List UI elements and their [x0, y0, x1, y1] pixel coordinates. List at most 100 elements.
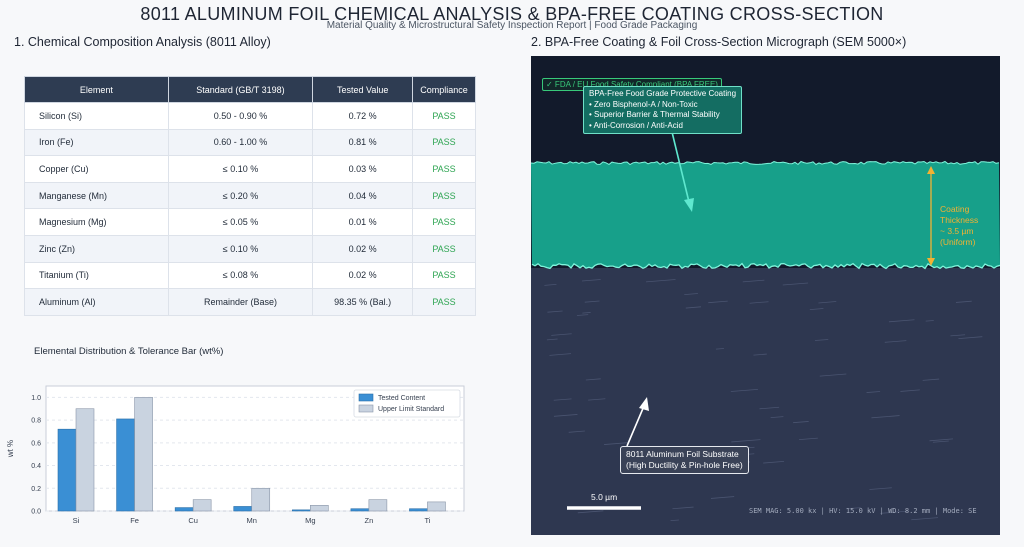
cell-standard: ≤ 0.20 % [167, 181, 314, 210]
table-row: Copper (Cu) ≤ 0.10 % 0.03 % PASS [24, 155, 476, 183]
y-tick-label: 0.8 [31, 418, 41, 425]
thickness-label-line: Coating Thickness [940, 204, 979, 225]
substrate-callout: 8011 Aluminum Foil Substrate (High Ducti… [620, 446, 749, 474]
bar-limit-fe [134, 397, 153, 512]
substrate-grain [551, 333, 572, 336]
cell-compliance: PASS [412, 234, 476, 263]
substrate-grain [900, 389, 920, 392]
legend-label: Upper Limit Standard [378, 406, 444, 413]
substrate-grain [547, 310, 563, 313]
bar-tested-cu [174, 507, 194, 512]
bar-tested-mn [233, 506, 253, 512]
substrate-grain [742, 279, 765, 283]
page-title: 8011 ALUMINUM FOIL CHEMICAL ANALYSIS & B… [140, 4, 884, 24]
substrate-grain [955, 300, 972, 303]
bar-limit-ti [427, 501, 446, 512]
table-row: Aluminum (Al) Remainder (Base) 98.35 % (… [24, 288, 476, 316]
page-subtitle: Material Quality & Microstructural Safet… [326, 20, 698, 31]
cell-compliance: PASS [412, 261, 476, 290]
coating-layer [531, 161, 1000, 269]
substrate-grain [809, 308, 824, 310]
cell-tested-value: 0.02 % [312, 234, 414, 263]
cell-tested-value: 0.03 % [312, 155, 414, 183]
cell-tested-value: 98.35 % (Bal.) [312, 288, 414, 316]
cell-standard: ≤ 0.10 % [167, 234, 314, 263]
substrate-grain [888, 319, 915, 323]
bar-tested-mg [292, 509, 311, 512]
x-tick-label: Cu [188, 516, 198, 525]
substrate-grain [670, 519, 679, 522]
coating-pointer-arrow [671, 131, 694, 212]
section-title-micrograph: 2. BPA-Free Coating & Foil Cross-Section… [531, 35, 907, 49]
substrate-grain [869, 487, 892, 490]
thickness-label-line: ~ 3.5 µm (Uniform) [940, 226, 976, 247]
substrate-grain [884, 340, 907, 343]
coating-callout-line: • Zero Bisphenol-A / Non-Toxic [589, 99, 698, 109]
substrate-grain [782, 282, 809, 286]
cell-standard: 0.60 - 1.00 % [167, 128, 314, 157]
substrate-grain [922, 378, 940, 381]
x-tick-label: Ti [424, 516, 430, 525]
substrate-grain [568, 430, 585, 433]
substrate-callout-line: 8011 Aluminum Foil Substrate [626, 449, 739, 459]
coating-callout: BPA-Free Food Grade Protective Coating •… [583, 86, 743, 134]
cell-tested-value: 0.02 % [312, 261, 414, 290]
x-tick-label: Fe [130, 516, 139, 525]
substrate-grain [684, 293, 698, 296]
cell-element: Iron (Fe) [24, 128, 169, 157]
substrate-grain [553, 398, 572, 401]
cell-standard: 0.50 - 0.90 % [167, 102, 314, 130]
substrate-grain [814, 339, 829, 341]
substrate-grain [932, 440, 949, 443]
coating-bottom-edge [531, 262, 1000, 270]
substrate-grain [749, 301, 769, 304]
substrate-grain [581, 279, 601, 282]
substrate-grain [708, 300, 728, 304]
cell-standard: ≤ 0.05 % [167, 208, 314, 236]
table-row: Iron (Fe) 0.60 - 1.00 % 0.81 % PASS [24, 128, 476, 157]
substrate-grain [871, 415, 900, 419]
substrate-grain [710, 496, 735, 499]
substrate-grain [958, 336, 983, 340]
cell-element: Manganese (Mn) [24, 181, 169, 210]
substrate-grain [763, 460, 785, 464]
bar-limit-cu [192, 499, 212, 512]
substrate-grain [753, 353, 767, 356]
cell-compliance: PASS [412, 128, 476, 157]
y-tick-label: 0.6 [31, 440, 41, 447]
substrate-pointer-arrow [626, 397, 649, 447]
substrate-grain [799, 437, 818, 441]
y-axis-label: wt % [6, 440, 15, 458]
substrate-grain [553, 414, 578, 417]
cell-standard: Remainder (Base) [167, 288, 314, 316]
substrate-grain [645, 279, 676, 283]
bar-chart: 0.0 0.2 0.4 0.6 0.8 1.0 wt % Si Fe Cu Mn Mg Zn Ti Test… [6, 385, 465, 525]
bar-tested-zn [350, 508, 370, 512]
substrate-grain [577, 510, 604, 514]
substrate-grain [793, 421, 809, 424]
sem-metadata: SEM MAG: 5.00 kx | HV: 15.0 kV | WD: 8.2… [749, 507, 977, 515]
table-row: Magnesium (Mg) ≤ 0.05 % 0.01 % PASS [24, 208, 476, 236]
cell-element: Magnesium (Mg) [24, 208, 169, 236]
cell-element: Silicon (Si) [24, 102, 169, 130]
substrate-grain [730, 388, 758, 392]
table-row: Zinc (Zn) ≤ 0.10 % 0.02 % PASS [24, 234, 476, 263]
bar-tested-si [57, 428, 77, 512]
y-tick-label: 0.4 [31, 463, 41, 470]
substrate-layer [531, 268, 1000, 535]
substrate-grain [584, 300, 600, 303]
legend-swatch [358, 404, 374, 413]
substrate-grain [911, 517, 939, 521]
coating-top-edge [531, 160, 1000, 166]
y-tick-label: 0.0 [31, 509, 41, 516]
sem-micrograph: ✓ FDA / EU Food Safety Compliant (BPA FR… [531, 56, 1000, 535]
bar-limit-mn [251, 487, 271, 512]
cell-standard: ≤ 0.08 % [167, 261, 314, 290]
composition-table: Element Standard (GB/T 3198) Tested Valu… [24, 76, 476, 316]
cell-tested-value: 0.81 % [312, 128, 414, 157]
x-tick-label: Zn [365, 516, 374, 525]
cell-compliance: PASS [412, 288, 476, 316]
cell-tested-value: 0.01 % [312, 208, 414, 236]
substrate-grain [715, 348, 724, 350]
